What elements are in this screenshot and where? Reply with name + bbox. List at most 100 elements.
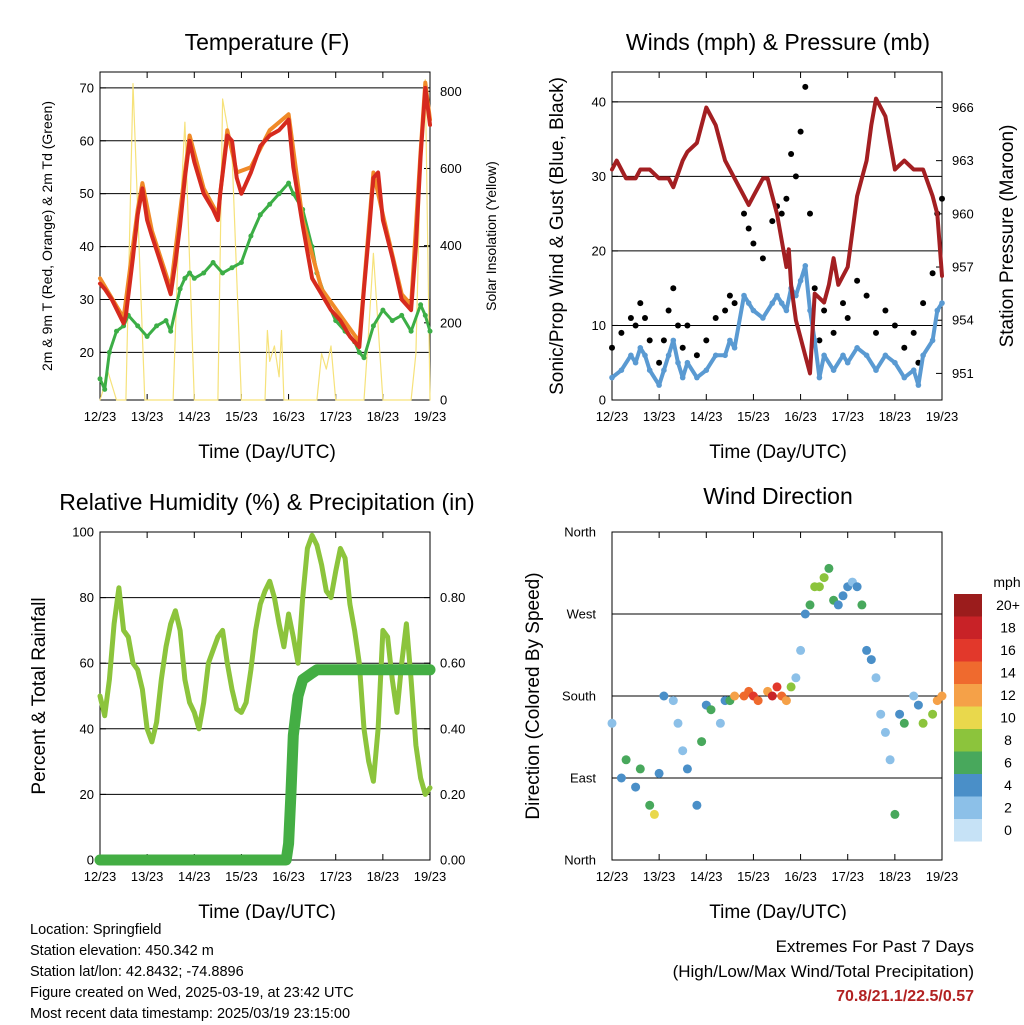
extremes-heading: Extremes For Past 7 Days [775, 937, 974, 956]
chart-title: Wind Direction [703, 483, 853, 509]
wind-point [844, 359, 851, 366]
gust-point [840, 300, 846, 307]
direction-point [909, 691, 919, 701]
dewpoint-point [144, 334, 150, 339]
y-right-tick-label: 0.20 [440, 787, 465, 802]
legend-swatch [954, 706, 982, 729]
dewpoint-point [210, 260, 216, 265]
wind-point [637, 345, 644, 351]
extremes-box: Extremes For Past 7 Days (High/Low/Max W… [673, 934, 974, 1009]
wind-point [901, 374, 908, 381]
gust-point [741, 210, 747, 217]
direction-point [876, 709, 886, 719]
x-tick-label: 19/23 [414, 409, 447, 424]
direction-point [814, 582, 824, 592]
gust-point [891, 322, 898, 329]
rh-precip-panel: 12/23 13/23 14/23 15/23 16/23 17/23 18/23 19/23… [29, 489, 475, 920]
gust-point [660, 337, 667, 344]
direction-point [871, 673, 881, 683]
x-tick-label: 14/23 [690, 869, 723, 884]
dewpoint-point [389, 318, 395, 324]
legend-swatch [954, 616, 982, 639]
y-tick-label: 60 [80, 133, 94, 148]
x-tick-label: 19/23 [926, 869, 959, 884]
x-tick-label: 15/23 [225, 409, 258, 424]
direction-point [800, 609, 810, 619]
x-tick-label: 13/23 [131, 409, 164, 424]
x-tick-label: 16/23 [272, 409, 305, 424]
dewpoint-point [257, 212, 263, 218]
y-right-tick-label: 200 [440, 315, 462, 330]
y-tick-label: West [567, 607, 597, 622]
gust-point [712, 315, 719, 321]
direction-point [730, 691, 740, 701]
dewpoint-point [201, 270, 207, 276]
dewpoint-point [135, 323, 141, 329]
dewpoint-point [276, 191, 282, 197]
dewpoint-point [356, 349, 362, 355]
y-right-tick-label: 0.40 [440, 721, 465, 736]
wind-point [703, 367, 710, 374]
x-tick-label: 13/23 [131, 869, 164, 884]
legend-swatch [954, 639, 982, 662]
legend-label: 16 [1000, 642, 1016, 658]
gust-point [844, 315, 851, 321]
gust-point [642, 315, 648, 321]
legend-label: 2 [1004, 800, 1012, 816]
x-tick-label: 18/23 [879, 409, 912, 424]
gust-point [722, 307, 729, 314]
wind-point [632, 359, 639, 366]
direction-point [621, 755, 631, 765]
wind-point [915, 382, 922, 388]
legend-swatch [954, 819, 982, 842]
wind-point [910, 367, 917, 374]
dewpoint-point [191, 275, 197, 281]
direction-point [781, 696, 791, 706]
dewpoint-point [168, 328, 174, 334]
gust-point [929, 270, 936, 277]
dewpoint-point [97, 376, 103, 382]
gust-point [759, 255, 766, 262]
wind-point [760, 315, 766, 321]
wind-point [712, 352, 719, 359]
gust-point [854, 277, 861, 284]
gust-point [726, 292, 733, 299]
x-tick-label: 16/23 [272, 869, 305, 884]
dewpoint-point [290, 191, 296, 197]
y-tick-label: 10 [592, 318, 606, 333]
gust-point [807, 210, 813, 217]
direction-point [885, 755, 895, 765]
plot-frame [99, 71, 431, 401]
x-tick-label: 18/23 [367, 869, 400, 884]
direction-point [819, 573, 829, 583]
y-axis-label: Sonic/Prop Wind & Gust (Blue, Black) [547, 77, 568, 395]
created-text: Figure created on Wed, 2025-03-19, at 23… [30, 985, 354, 1001]
station-info: Location: Springfield Station elevation:… [30, 920, 354, 1025]
gust-point [769, 218, 776, 225]
gust-point [656, 359, 663, 366]
wind-point [830, 367, 837, 374]
y-tick-label: 30 [80, 292, 94, 307]
y-tick-label: 70 [80, 80, 94, 95]
dewpoint-point [418, 302, 424, 308]
direction-point [635, 764, 645, 774]
x-tick-label: 17/23 [831, 869, 864, 884]
gust-point [873, 329, 879, 336]
direction-point [928, 709, 938, 719]
dewpoint-point [102, 386, 108, 392]
gust-point [802, 83, 809, 90]
gust-point [693, 352, 700, 359]
dewpoint-point [286, 180, 292, 186]
extremes-value: 70.8/21.1/22.5/0.57 [836, 988, 974, 1005]
x-tick-label: 17/23 [319, 869, 352, 884]
direction-point [852, 582, 862, 592]
chart-title: Relative Humidity (%) & Precipitation (i… [59, 489, 474, 515]
dewpoint-point [408, 328, 414, 334]
dewpoint-point [267, 201, 273, 207]
y-tick-label: 30 [592, 169, 606, 184]
wind-point [769, 300, 776, 306]
legend-swatch [954, 751, 982, 774]
y-tick-label: South [562, 689, 596, 704]
x-tick-label: 18/23 [879, 869, 912, 884]
y-right-tick-label: 966 [952, 100, 974, 115]
